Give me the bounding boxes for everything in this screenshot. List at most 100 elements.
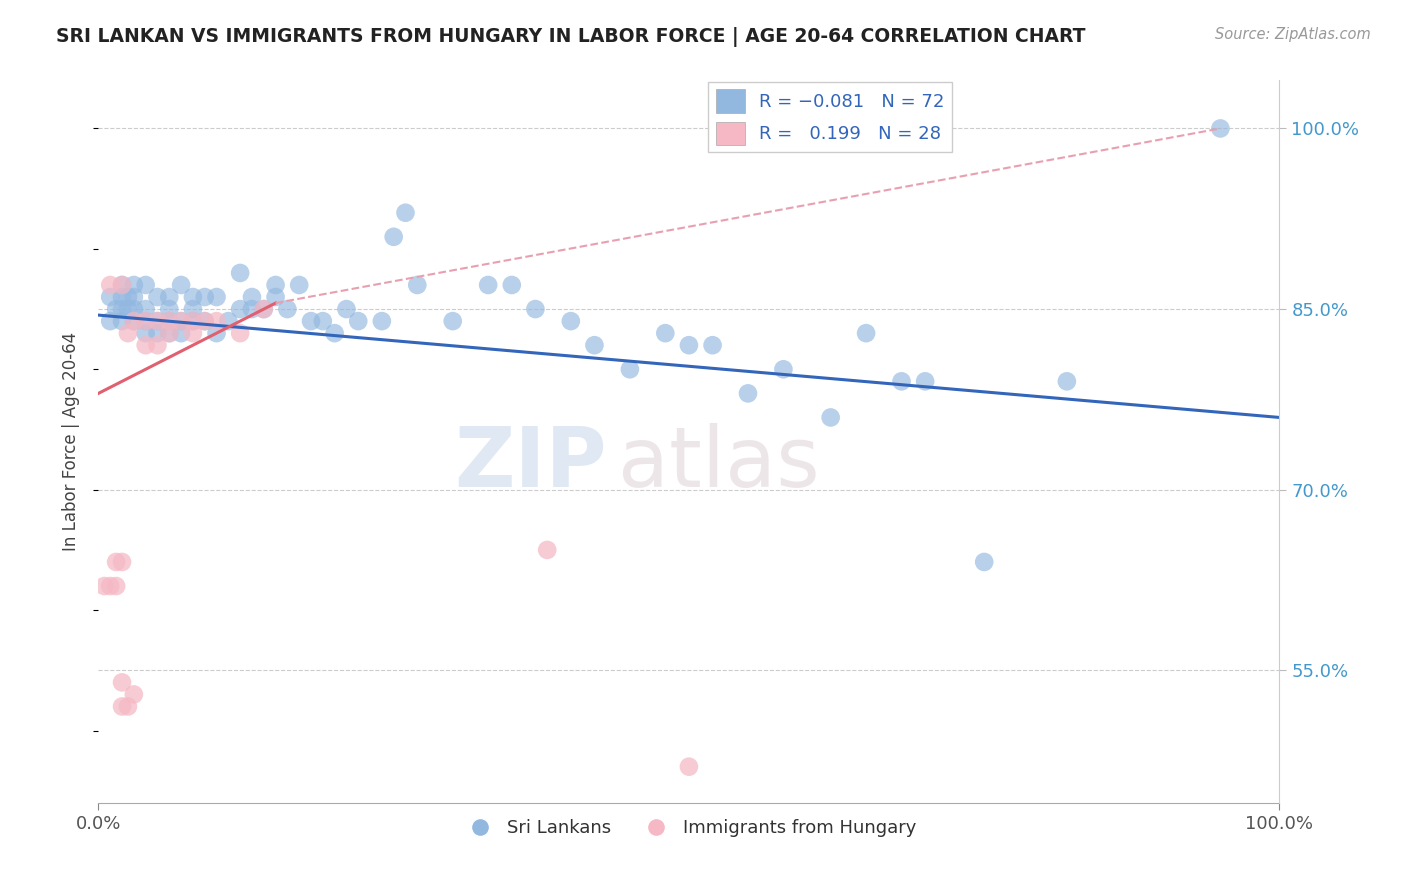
Point	[146, 338, 169, 352]
Point	[441, 314, 464, 328]
Point	[536, 542, 558, 557]
Point	[98, 278, 121, 293]
Point	[702, 338, 724, 352]
Point	[583, 338, 606, 352]
Point	[820, 410, 842, 425]
Point	[146, 290, 169, 304]
Point	[288, 278, 311, 293]
Point	[135, 338, 157, 352]
Point	[117, 326, 139, 341]
Point	[98, 314, 121, 328]
Point	[157, 326, 180, 341]
Point	[105, 579, 128, 593]
Point	[276, 301, 298, 317]
Point	[382, 230, 405, 244]
Point	[229, 301, 252, 317]
Point	[122, 290, 145, 304]
Point	[217, 314, 239, 328]
Point	[524, 301, 547, 317]
Point	[146, 314, 169, 328]
Point	[122, 301, 145, 317]
Point	[619, 362, 641, 376]
Point	[93, 579, 115, 593]
Point	[122, 314, 145, 328]
Point	[1209, 121, 1232, 136]
Point	[914, 375, 936, 389]
Point	[205, 314, 228, 328]
Point	[181, 290, 204, 304]
Point	[240, 301, 263, 317]
Point	[122, 314, 145, 328]
Point	[111, 555, 134, 569]
Point	[122, 278, 145, 293]
Point	[170, 278, 193, 293]
Point	[170, 314, 193, 328]
Point	[253, 301, 276, 317]
Point	[157, 314, 180, 328]
Point	[181, 314, 204, 328]
Point	[737, 386, 759, 401]
Point	[240, 290, 263, 304]
Text: Source: ZipAtlas.com: Source: ZipAtlas.com	[1215, 27, 1371, 42]
Point	[111, 675, 134, 690]
Point	[678, 338, 700, 352]
Text: ZIP: ZIP	[454, 423, 606, 504]
Point	[111, 301, 134, 317]
Point	[347, 314, 370, 328]
Point	[146, 326, 169, 341]
Point	[406, 278, 429, 293]
Point	[111, 699, 134, 714]
Point	[135, 326, 157, 341]
Point	[157, 301, 180, 317]
Point	[654, 326, 676, 341]
Point	[253, 301, 276, 317]
Text: SRI LANKAN VS IMMIGRANTS FROM HUNGARY IN LABOR FORCE | AGE 20-64 CORRELATION CHA: SRI LANKAN VS IMMIGRANTS FROM HUNGARY IN…	[56, 27, 1085, 46]
Point	[501, 278, 523, 293]
Point	[394, 205, 416, 219]
Point	[264, 290, 287, 304]
Point	[477, 278, 499, 293]
Point	[312, 314, 335, 328]
Point	[135, 314, 157, 328]
Point	[157, 314, 180, 328]
Point	[135, 314, 157, 328]
Point	[117, 290, 139, 304]
Point	[890, 375, 912, 389]
Point	[111, 290, 134, 304]
Point	[170, 314, 193, 328]
Point	[98, 290, 121, 304]
Point	[678, 760, 700, 774]
Point	[135, 301, 157, 317]
Point	[181, 326, 204, 341]
Point	[973, 555, 995, 569]
Point	[111, 314, 134, 328]
Point	[146, 314, 169, 328]
Point	[855, 326, 877, 341]
Point	[229, 266, 252, 280]
Point	[98, 579, 121, 593]
Legend: Sri Lankans, Immigrants from Hungary: Sri Lankans, Immigrants from Hungary	[454, 812, 924, 845]
Point	[181, 301, 204, 317]
Point	[194, 314, 217, 328]
Point	[111, 278, 134, 293]
Point	[299, 314, 322, 328]
Text: atlas: atlas	[619, 423, 820, 504]
Point	[323, 326, 346, 341]
Point	[264, 278, 287, 293]
Point	[157, 326, 180, 341]
Point	[560, 314, 582, 328]
Point	[194, 290, 217, 304]
Point	[205, 290, 228, 304]
Y-axis label: In Labor Force | Age 20-64: In Labor Force | Age 20-64	[62, 332, 80, 551]
Point	[122, 687, 145, 701]
Point	[117, 699, 139, 714]
Point	[157, 290, 180, 304]
Point	[181, 314, 204, 328]
Point	[105, 301, 128, 317]
Point	[105, 555, 128, 569]
Point	[772, 362, 794, 376]
Point	[371, 314, 394, 328]
Point	[170, 326, 193, 341]
Point	[111, 278, 134, 293]
Point	[205, 326, 228, 341]
